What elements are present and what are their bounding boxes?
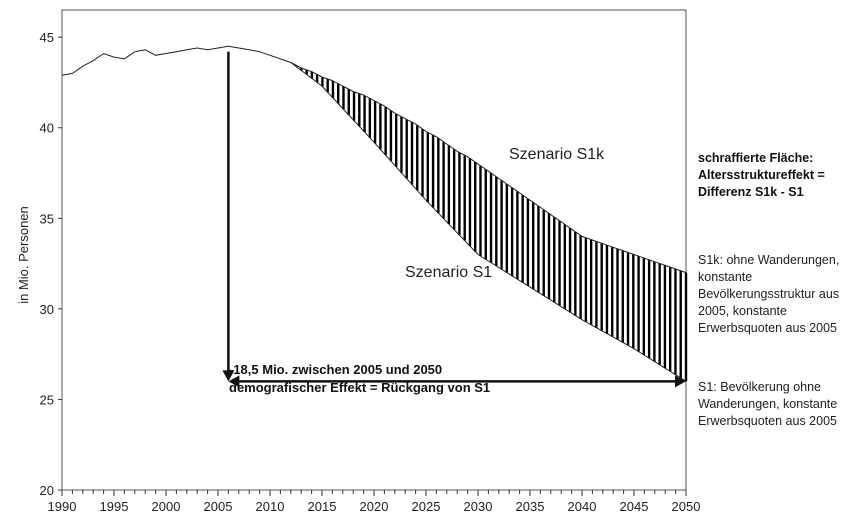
x-tick-label: 1990: [48, 499, 77, 514]
arrows: [222, 51, 686, 388]
hatched-area: [294, 65, 688, 382]
vertical-arrowhead: [222, 370, 235, 382]
series-line-s1: [290, 62, 687, 382]
x-tick-label: 2020: [360, 499, 389, 514]
series-lines: [61, 45, 687, 382]
x-tick-label: 2015: [308, 499, 337, 514]
y-tick-label: 45: [40, 30, 54, 45]
side-s1k-5: Erwerbsquoten aus 2005: [698, 321, 837, 335]
x-tick-label: 2045: [620, 499, 649, 514]
series-label-s1: Szenario S1: [405, 264, 492, 281]
series-line-s1k: [61, 45, 687, 274]
horizontal-arrowhead-right: [675, 375, 686, 388]
x-tick-label: 2030: [464, 499, 493, 514]
side-hatch-3: Differenz S1k - S1: [698, 185, 804, 199]
x-tick-label: 1995: [100, 499, 129, 514]
annotation-line-1: -18,5 Mio. zwischen 2005 und 2050: [229, 362, 442, 377]
side-s1k-3: Bevölkerungsstruktur aus: [698, 287, 840, 301]
x-tick-label: 2050: [672, 499, 701, 514]
side-s1-2: Wanderungen, konstante: [698, 397, 838, 411]
y-tick-label: 30: [40, 302, 54, 317]
side-s1k-1: S1k: ohne Wanderungen,: [698, 253, 840, 267]
plot-frame: [61, 9, 687, 491]
y-tick-label: 20: [40, 483, 54, 498]
x-tick-label: 2040: [568, 499, 597, 514]
x-tick-label: 2035: [516, 499, 545, 514]
annotation-line-2: demografischer Effekt = Rückgang von S1: [229, 380, 490, 395]
horizontal-arrowhead-left: [228, 375, 240, 388]
series-label-s1k: Szenario S1k: [509, 146, 605, 163]
x-tick-label: 2010: [256, 499, 285, 514]
side-s1-3: Erwerbsquoten aus 2005: [698, 414, 837, 428]
x-tick-label: 2025: [412, 499, 441, 514]
y-tick-label: 40: [40, 121, 54, 136]
x-tick-label: 2005: [204, 499, 233, 514]
side-hatch-2: Altersstrukturеffekt =: [698, 168, 825, 182]
side-s1k-2: konstante: [698, 270, 753, 284]
y-tick-label: 35: [40, 211, 54, 226]
y-tick-label: 25: [40, 392, 54, 407]
side-s1-1: S1: Bevölkerung ohne: [698, 380, 822, 394]
y-axis-label: in Mio. Personen: [16, 206, 31, 304]
x-tick-label: 2000: [152, 499, 181, 514]
side-s1k-4: 2005, konstante: [698, 304, 787, 318]
side-hatch-1: schraffierte Fläche:: [698, 151, 814, 165]
